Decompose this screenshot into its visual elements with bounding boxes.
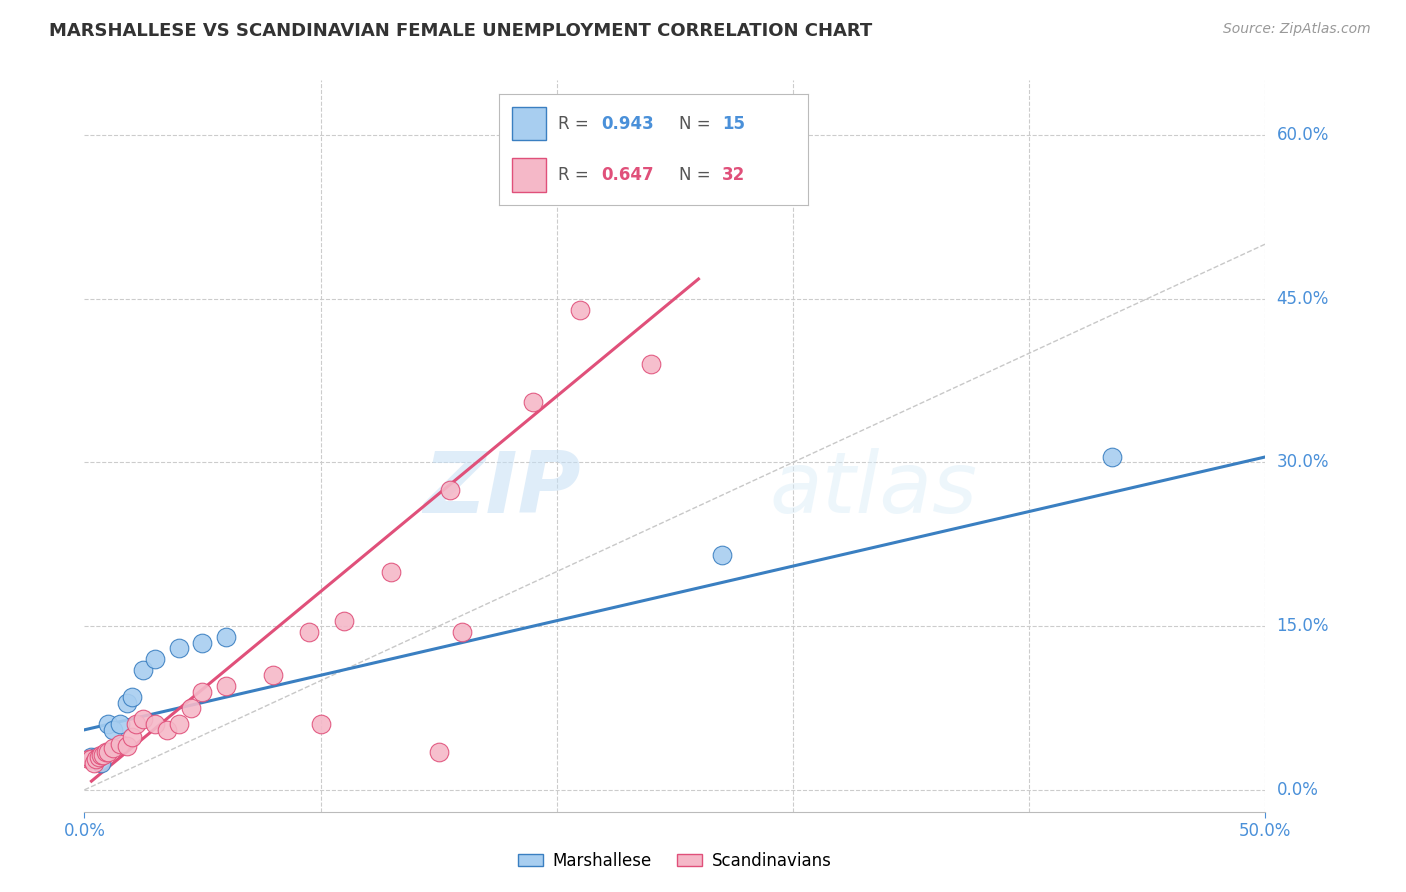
Point	[121, 690, 143, 704]
Point	[125, 717, 148, 731]
Point	[80, 750, 103, 764]
Point	[215, 630, 238, 644]
Point	[132, 712, 155, 726]
Point	[191, 684, 214, 698]
Point	[298, 624, 321, 639]
Text: 15: 15	[721, 115, 745, 133]
Point	[143, 652, 166, 666]
Text: Source: ZipAtlas.com: Source: ZipAtlas.com	[1223, 22, 1371, 37]
Bar	[512, 107, 546, 140]
Point	[522, 395, 544, 409]
Point	[711, 548, 734, 562]
Point	[167, 640, 190, 655]
Text: 0.0%: 0.0%	[1277, 780, 1319, 799]
Point	[90, 747, 112, 762]
Text: 45.0%: 45.0%	[1277, 290, 1329, 308]
Text: N =: N =	[679, 115, 716, 133]
Point	[167, 717, 190, 731]
Point	[191, 635, 214, 649]
Point	[156, 723, 179, 737]
Point	[84, 750, 107, 764]
Point	[262, 668, 284, 682]
Point	[115, 739, 138, 754]
Text: MARSHALLESE VS SCANDINAVIAN FEMALE UNEMPLOYMENT CORRELATION CHART: MARSHALLESE VS SCANDINAVIAN FEMALE UNEMP…	[49, 22, 873, 40]
Bar	[512, 158, 546, 192]
Point	[333, 614, 356, 628]
Point	[569, 302, 592, 317]
Point	[108, 737, 131, 751]
Point	[1101, 450, 1123, 464]
Point	[451, 624, 474, 639]
Text: 30.0%: 30.0%	[1277, 453, 1329, 471]
Point	[180, 701, 202, 715]
Text: R =: R =	[558, 115, 593, 133]
Point	[640, 357, 662, 371]
Text: N =: N =	[679, 166, 716, 184]
Point	[77, 752, 100, 766]
Point	[121, 731, 143, 745]
Point	[87, 750, 110, 764]
Point	[94, 745, 117, 759]
Point	[80, 752, 103, 766]
Text: ZIP: ZIP	[423, 449, 581, 532]
Point	[97, 717, 120, 731]
Point	[91, 747, 114, 762]
Point	[97, 745, 120, 759]
Text: 0.943: 0.943	[602, 115, 654, 133]
Text: 60.0%: 60.0%	[1277, 126, 1329, 144]
Text: 32: 32	[721, 166, 745, 184]
Point	[101, 741, 124, 756]
Legend: Marshallese, Scandinavians: Marshallese, Scandinavians	[512, 846, 838, 877]
Point	[380, 565, 402, 579]
Point	[84, 752, 107, 766]
Point	[309, 717, 332, 731]
Text: atlas: atlas	[769, 449, 977, 532]
Point	[83, 756, 105, 770]
Point	[132, 663, 155, 677]
Point	[215, 679, 238, 693]
Text: 15.0%: 15.0%	[1277, 617, 1329, 635]
Text: R =: R =	[558, 166, 593, 184]
Text: 0.647: 0.647	[602, 166, 654, 184]
Point	[427, 745, 450, 759]
Point	[90, 756, 112, 770]
Point	[143, 717, 166, 731]
Point	[439, 483, 461, 497]
Point	[115, 696, 138, 710]
Point	[101, 723, 124, 737]
Point	[108, 717, 131, 731]
